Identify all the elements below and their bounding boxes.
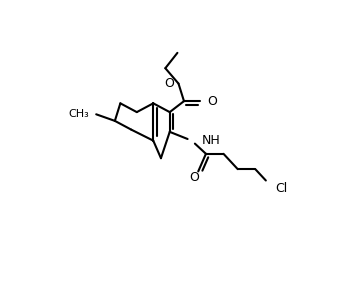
Text: CH₃: CH₃ (69, 109, 89, 119)
Text: NH: NH (201, 134, 220, 147)
Text: O: O (189, 172, 199, 184)
Text: O: O (164, 77, 174, 90)
Text: O: O (208, 95, 217, 108)
Text: Cl: Cl (275, 182, 287, 195)
